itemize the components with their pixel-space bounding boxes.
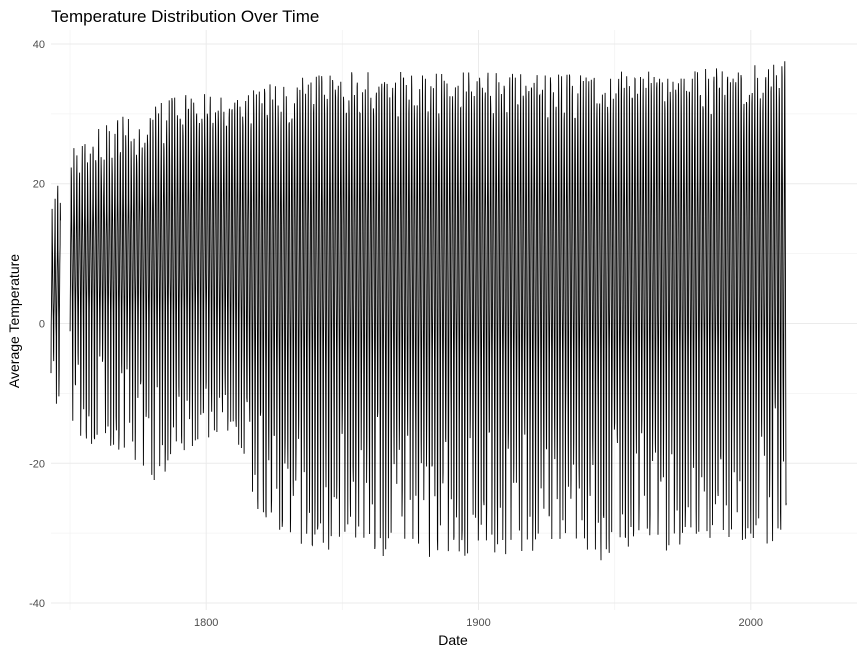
- series-temperature: [50, 61, 787, 561]
- x-tick-label: 1900: [466, 617, 490, 629]
- y-axis-ticks: -40 -20 0 20 40: [29, 39, 45, 610]
- y-tick-label: -40: [29, 598, 45, 610]
- y-tick-label: 20: [33, 179, 45, 191]
- chart-title: Temperature Distribution Over Time: [51, 7, 319, 26]
- y-axis-title: Average Temperature: [6, 254, 22, 388]
- y-tick-label: 40: [33, 39, 45, 51]
- x-axis-ticks: 1800 1900 2000: [194, 617, 763, 629]
- temperature-line: [50, 61, 787, 561]
- y-tick-label: -20: [29, 458, 45, 470]
- x-tick-label: 2000: [739, 617, 763, 629]
- x-tick-label: 1800: [194, 617, 218, 629]
- x-axis-title: Date: [438, 632, 468, 648]
- y-tick-label: 0: [39, 318, 45, 330]
